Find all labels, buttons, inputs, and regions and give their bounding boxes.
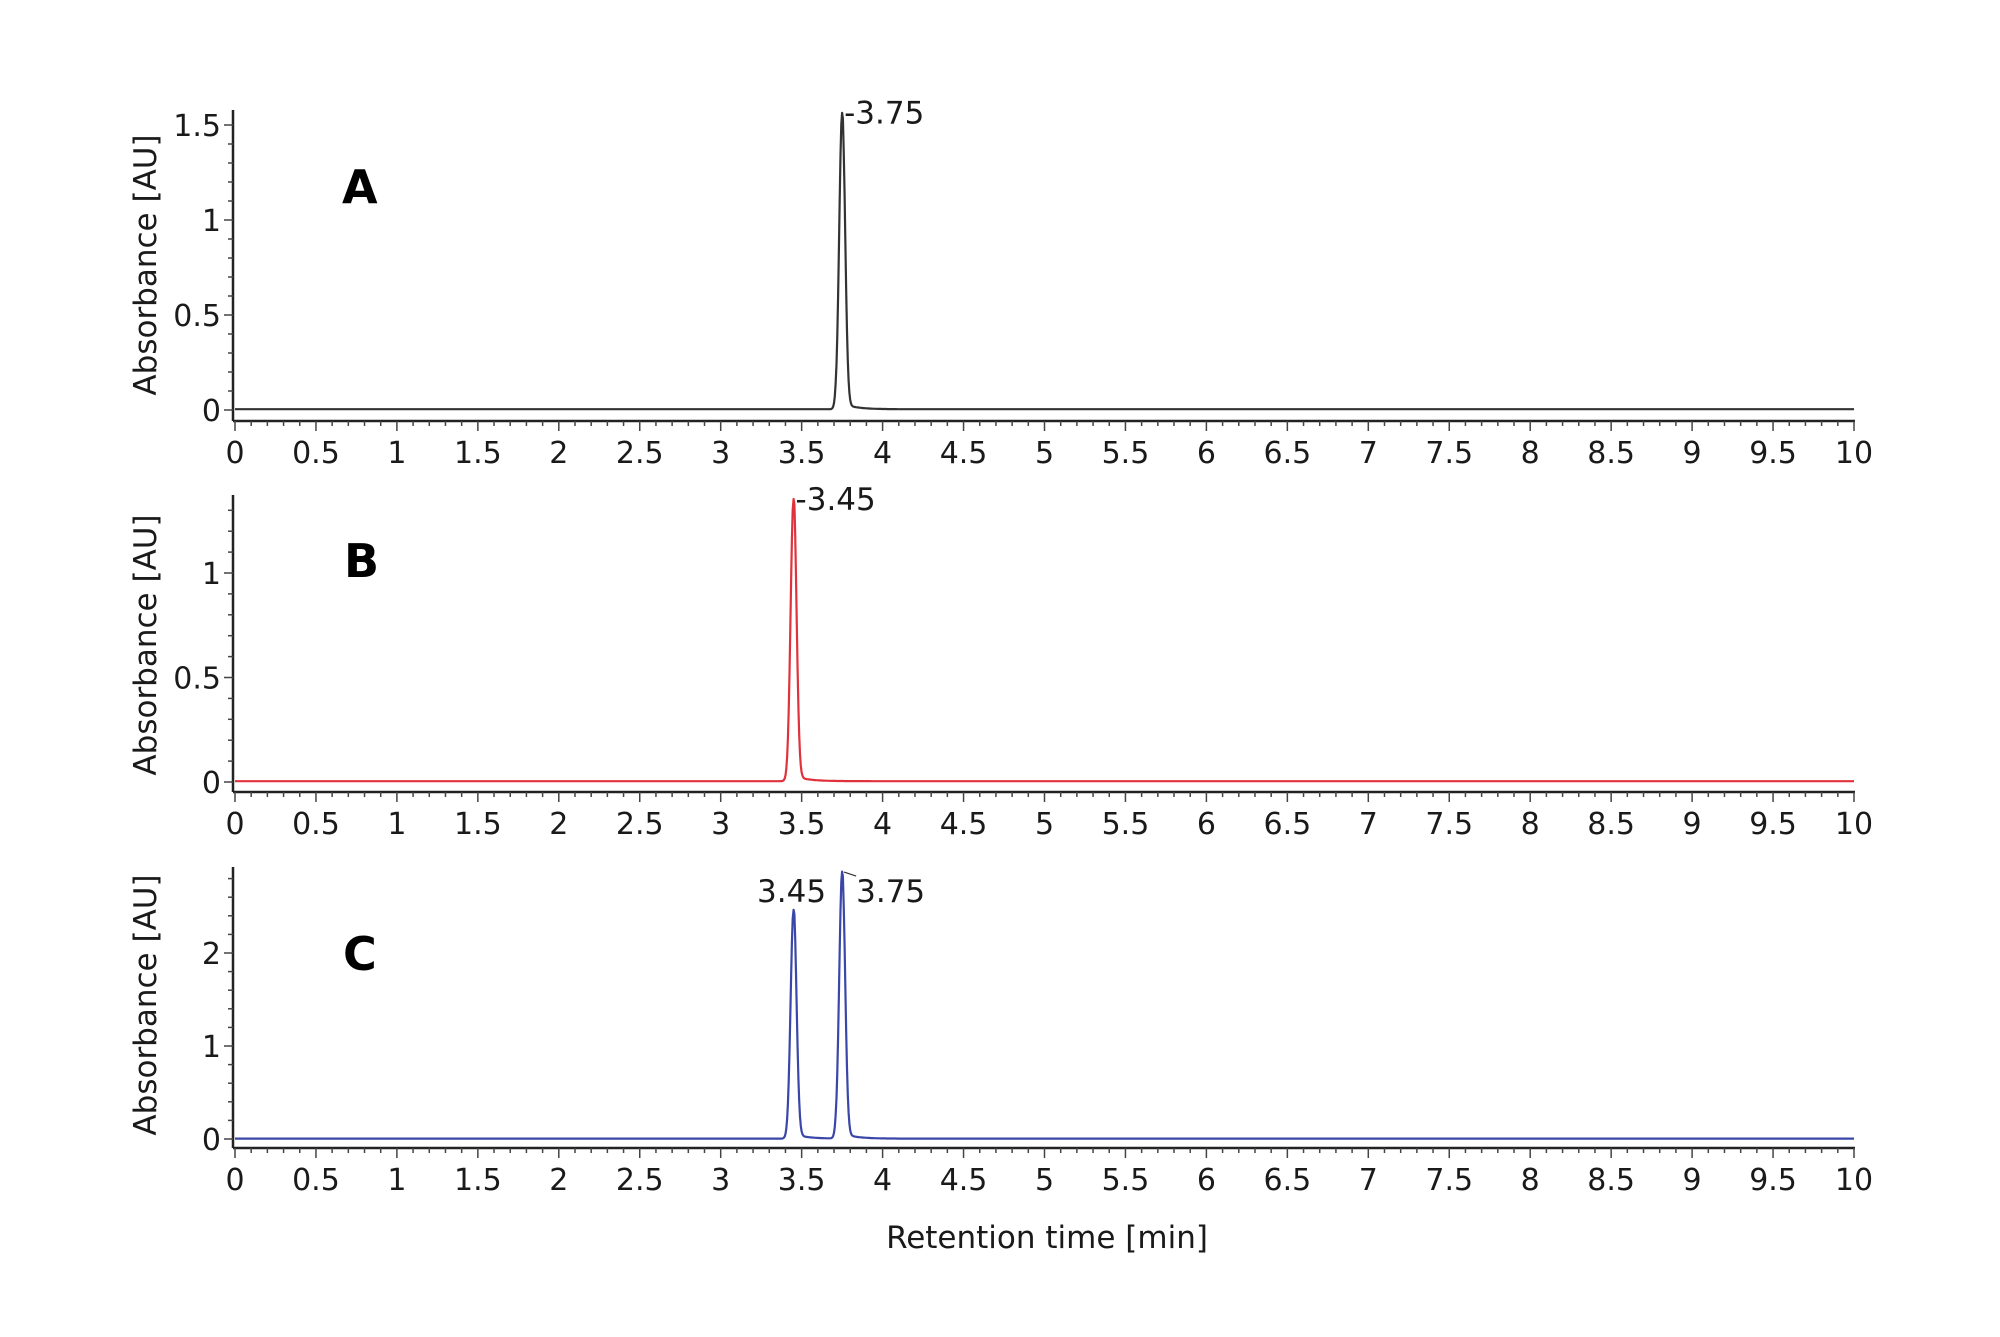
x-tick-label: 0.5 bbox=[292, 1163, 340, 1198]
x-tick-label: 8 bbox=[1521, 807, 1540, 842]
y-tick-label: 2 bbox=[202, 937, 221, 972]
x-tick-label: 8 bbox=[1521, 1163, 1540, 1198]
y-tick-label: 1 bbox=[202, 1030, 221, 1065]
x-tick-label: 7 bbox=[1359, 807, 1378, 842]
x-tick-label: 1.5 bbox=[454, 1163, 502, 1198]
x-tick-label: 3 bbox=[711, 1163, 730, 1198]
x-tick-label: 9 bbox=[1683, 807, 1702, 842]
x-tick-label: 5 bbox=[1035, 807, 1054, 842]
x-tick-label: 1.5 bbox=[454, 436, 502, 471]
x-tick-label: 3.5 bbox=[778, 807, 826, 842]
x-tick-label: 3 bbox=[711, 436, 730, 471]
peak-label: -3.45 bbox=[796, 482, 876, 518]
x-tick-label: 0 bbox=[225, 1163, 244, 1198]
y-tick-label: 0 bbox=[202, 1123, 221, 1158]
x-tick-label: 5.5 bbox=[1102, 1163, 1150, 1198]
x-tick-label: 2.5 bbox=[616, 807, 664, 842]
y-tick-label: 0.5 bbox=[173, 299, 221, 334]
x-tick-label: 0 bbox=[225, 436, 244, 471]
y-axis-title: Absorbance [AU] bbox=[128, 134, 164, 395]
x-tick-label: 8.5 bbox=[1587, 807, 1635, 842]
x-tick-label: 1.5 bbox=[454, 807, 502, 842]
x-tick-label: 9 bbox=[1683, 436, 1702, 471]
x-tick-label: 6 bbox=[1197, 1163, 1216, 1198]
x-tick-label: 8 bbox=[1521, 436, 1540, 471]
x-tick-label: 9.5 bbox=[1749, 436, 1797, 471]
x-tick-label: 6.5 bbox=[1263, 436, 1311, 471]
x-tick-label: 3.5 bbox=[778, 1163, 826, 1198]
x-tick-label: 4 bbox=[873, 807, 892, 842]
x-tick-label: 5.5 bbox=[1102, 436, 1150, 471]
peak-label: 3.75 bbox=[856, 874, 925, 910]
y-tick-label: 1 bbox=[202, 204, 221, 239]
x-tick-label: 1 bbox=[387, 807, 406, 842]
x-tick-label: 10 bbox=[1835, 807, 1873, 842]
panel-letter: C bbox=[343, 927, 377, 981]
y-tick-label: 1.5 bbox=[173, 109, 221, 144]
x-tick-label: 9.5 bbox=[1749, 1163, 1797, 1198]
panel-letter: A bbox=[342, 160, 378, 214]
panel-c: 0 1 2 0 0.5 1 1.5 2 2.5 3 3.5 4 4.5 5 5.5 6 6.5 7 7.5 8 8.5 9… bbox=[128, 867, 1873, 1198]
x-tick-label: 0.5 bbox=[292, 436, 340, 471]
x-tick-label: 6.5 bbox=[1263, 1163, 1311, 1198]
peak-label: -3.75 bbox=[844, 96, 924, 132]
peak-leader bbox=[843, 871, 857, 877]
x-tick-label: 2 bbox=[549, 1163, 568, 1198]
panel-letter: B bbox=[344, 534, 379, 588]
x-tick-label: 9 bbox=[1683, 1163, 1702, 1198]
x-tick-label: 7 bbox=[1359, 1163, 1378, 1198]
x-tick-label: 4.5 bbox=[940, 807, 988, 842]
x-tick-label: 7.5 bbox=[1425, 1163, 1473, 1198]
x-tick-label: 2 bbox=[549, 436, 568, 471]
x-tick-label: 10 bbox=[1835, 1163, 1873, 1198]
x-tick-label: 5 bbox=[1035, 436, 1054, 471]
x-tick-label: 4.5 bbox=[940, 436, 988, 471]
x-tick-label: 2.5 bbox=[616, 436, 664, 471]
x-tick-label: 5 bbox=[1035, 1163, 1054, 1198]
x-tick-label: 7.5 bbox=[1425, 436, 1473, 471]
trace-line bbox=[234, 497, 1855, 783]
y-tick-label: 0.5 bbox=[173, 662, 221, 697]
y-tick-label: 1 bbox=[202, 557, 221, 592]
y-axis-title: Absorbance [AU] bbox=[128, 514, 164, 775]
panel-b: 00.510 0.5 1 1.5 2 2.5 3 3.5 4 4.5 5 5.5 6 6.5 7 7.5 8 8.… bbox=[128, 482, 1873, 842]
x-tick-label: 3 bbox=[711, 807, 730, 842]
peak-label: 3.45 bbox=[757, 874, 826, 910]
x-tick-label: 1 bbox=[387, 1163, 406, 1198]
x-tick-label: 2 bbox=[549, 807, 568, 842]
x-axis-title: Retention time [min] bbox=[886, 1220, 1208, 1256]
y-axis-title: Absorbance [AU] bbox=[128, 874, 164, 1135]
x-tick-label: 10 bbox=[1835, 436, 1873, 471]
x-tick-label: 6 bbox=[1197, 807, 1216, 842]
x-tick-label: 4.5 bbox=[940, 1163, 988, 1198]
x-tick-label: 1 bbox=[387, 436, 406, 471]
x-tick-label: 3.5 bbox=[778, 436, 826, 471]
x-tick-label: 6 bbox=[1197, 436, 1216, 471]
x-tick-label: 6.5 bbox=[1263, 807, 1311, 842]
y-tick-label: 0 bbox=[202, 394, 221, 429]
x-tick-label: 0 bbox=[225, 807, 244, 842]
trace-line bbox=[234, 870, 1855, 1140]
x-tick-label: 7 bbox=[1359, 436, 1378, 471]
x-tick-label: 8.5 bbox=[1587, 436, 1635, 471]
x-tick-label: 4 bbox=[873, 1163, 892, 1198]
panel-a: 0 0.5 1 1.5 0 0.5 1 1.5 2 2.5 3 3.5 4 4.5 5 5.5 6 6.5 7 7.5… bbox=[128, 96, 1873, 471]
x-tick-label: 2.5 bbox=[616, 1163, 664, 1198]
trace-line bbox=[234, 111, 1855, 411]
x-tick-label: 0.5 bbox=[292, 807, 340, 842]
x-tick-label: 8.5 bbox=[1587, 1163, 1635, 1198]
x-tick-label: 7.5 bbox=[1425, 807, 1473, 842]
x-tick-label: 9.5 bbox=[1749, 807, 1797, 842]
x-tick-label: 4 bbox=[873, 436, 892, 471]
x-tick-label: 5.5 bbox=[1102, 807, 1150, 842]
y-tick-label: 0 bbox=[202, 766, 221, 801]
